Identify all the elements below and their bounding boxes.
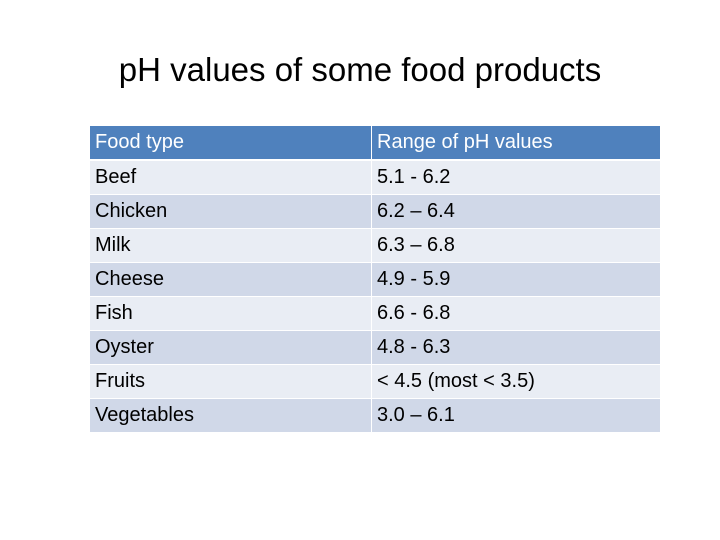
food-type-cell: Oyster bbox=[90, 330, 372, 365]
ph-range-cell: 3.0 – 6.1 bbox=[371, 398, 660, 432]
food-type-cell: Chicken bbox=[90, 194, 372, 229]
table-row: Cheese 4.9 - 5.9 bbox=[90, 262, 660, 297]
table-row: Fish 6.6 - 6.8 bbox=[90, 296, 660, 331]
table-header-row: Food type Range of pH values bbox=[90, 126, 660, 161]
food-type-cell: Cheese bbox=[90, 262, 372, 297]
slide-title: pH values of some food products bbox=[118, 51, 602, 88]
ph-range-cell: 5.1 - 6.2 bbox=[371, 159, 660, 195]
food-type-cell: Beef bbox=[90, 159, 372, 195]
header-ph-range: Range of pH values bbox=[371, 126, 660, 161]
food-type-cell: Vegetables bbox=[90, 398, 372, 432]
table-row: Beef 5.1 - 6.2 bbox=[90, 159, 660, 195]
ph-range-cell: 6.2 – 6.4 bbox=[371, 194, 660, 229]
table-row: Chicken 6.2 – 6.4 bbox=[90, 194, 660, 229]
ph-range-cell: 6.6 - 6.8 bbox=[371, 296, 660, 331]
table-row: Vegetables 3.0 – 6.1 bbox=[90, 398, 660, 432]
ph-range-cell: 4.8 - 6.3 bbox=[371, 330, 660, 365]
header-food-type: Food type bbox=[90, 126, 372, 161]
food-type-cell: Fish bbox=[90, 296, 372, 331]
food-type-cell: Milk bbox=[90, 228, 372, 263]
food-type-cell: Fruits bbox=[90, 364, 372, 399]
table-row: Milk 6.3 – 6.8 bbox=[90, 228, 660, 263]
table-row: Oyster 4.8 - 6.3 bbox=[90, 330, 660, 365]
ph-range-cell: < 4.5 (most < 3.5) bbox=[371, 364, 660, 399]
table-row: Fruits < 4.5 (most < 3.5) bbox=[90, 364, 660, 399]
ph-range-cell: 6.3 – 6.8 bbox=[371, 228, 660, 263]
ph-range-cell: 4.9 - 5.9 bbox=[371, 262, 660, 297]
ph-table: Food type Range of pH values Beef 5.1 - … bbox=[90, 126, 660, 432]
